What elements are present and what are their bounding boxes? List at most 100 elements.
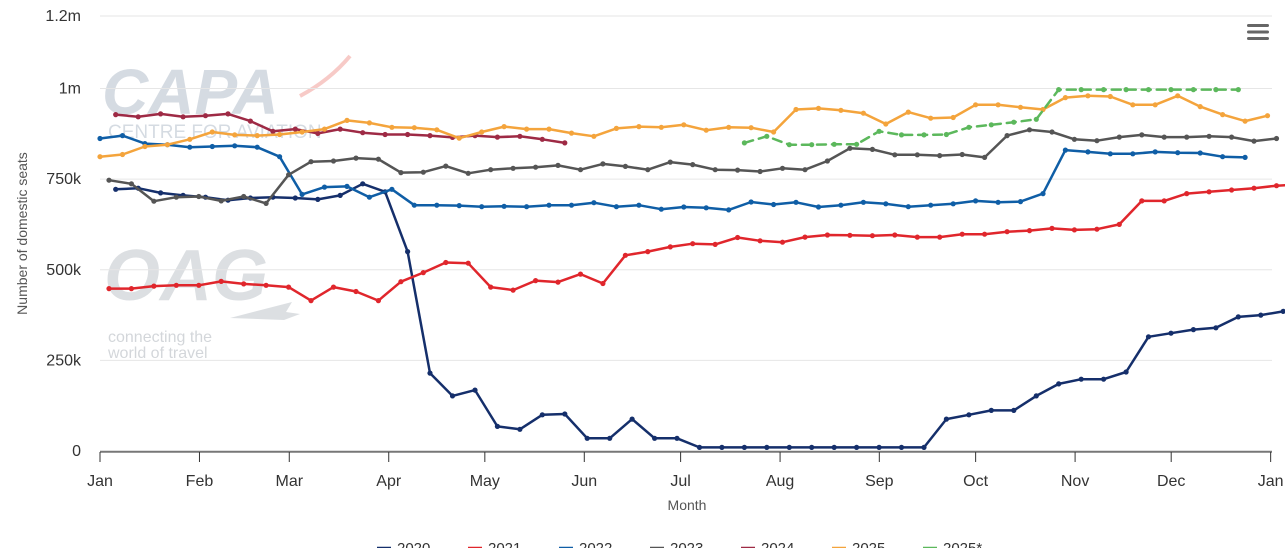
- data-point[interactable]: [286, 172, 292, 178]
- data-point[interactable]: [1242, 118, 1248, 124]
- data-point[interactable]: [196, 193, 202, 200]
- data-point[interactable]: [937, 153, 943, 159]
- data-point[interactable]: [173, 282, 179, 288]
- data-point[interactable]: [786, 142, 792, 148]
- data-point[interactable]: [748, 125, 754, 131]
- data-point[interactable]: [479, 129, 485, 135]
- data-point[interactable]: [106, 177, 112, 183]
- data-point[interactable]: [1078, 376, 1084, 382]
- data-point[interactable]: [1264, 113, 1271, 119]
- data-point[interactable]: [703, 205, 709, 211]
- data-point[interactable]: [1130, 151, 1136, 157]
- data-point[interactable]: [1026, 127, 1033, 133]
- legend-item[interactable]: 2021: [468, 540, 521, 548]
- data-point[interactable]: [690, 162, 696, 168]
- data-point[interactable]: [869, 146, 876, 152]
- data-point[interactable]: [524, 204, 530, 210]
- data-point[interactable]: [488, 284, 494, 290]
- data-point[interactable]: [838, 202, 844, 208]
- data-point[interactable]: [898, 132, 905, 138]
- data-point[interactable]: [928, 202, 934, 208]
- data-point[interactable]: [375, 156, 381, 162]
- data-point[interactable]: [533, 278, 539, 284]
- data-point[interactable]: [517, 426, 523, 432]
- data-point[interactable]: [1078, 87, 1084, 93]
- data-point[interactable]: [398, 279, 404, 285]
- data-point[interactable]: [164, 142, 170, 148]
- data-point[interactable]: [151, 198, 157, 204]
- data-point[interactable]: [119, 151, 126, 158]
- data-point[interactable]: [1213, 325, 1219, 331]
- data-point[interactable]: [764, 133, 770, 139]
- data-point[interactable]: [1101, 376, 1107, 382]
- data-point[interactable]: [1273, 183, 1280, 189]
- data-point[interactable]: [277, 154, 283, 160]
- data-point[interactable]: [247, 118, 253, 124]
- data-point[interactable]: [629, 416, 635, 422]
- data-point[interactable]: [555, 279, 561, 285]
- data-point[interactable]: [658, 206, 664, 212]
- data-point[interactable]: [809, 142, 815, 148]
- data-point[interactable]: [1242, 154, 1248, 160]
- data-point[interactable]: [1184, 191, 1190, 197]
- data-point[interactable]: [1161, 198, 1167, 204]
- data-point[interactable]: [456, 203, 462, 209]
- data-point[interactable]: [135, 114, 141, 120]
- data-point[interactable]: [315, 196, 321, 202]
- data-point[interactable]: [950, 114, 956, 121]
- data-point[interactable]: [824, 232, 831, 238]
- data-point[interactable]: [299, 129, 305, 135]
- data-point[interactable]: [97, 135, 103, 142]
- data-point[interactable]: [187, 136, 193, 142]
- data-point[interactable]: [225, 111, 231, 117]
- data-point[interactable]: [577, 271, 584, 277]
- data-point[interactable]: [1258, 312, 1264, 318]
- data-point[interactable]: [966, 412, 972, 418]
- data-point[interactable]: [546, 126, 552, 132]
- data-point[interactable]: [741, 444, 748, 450]
- data-point[interactable]: [488, 167, 494, 173]
- data-point[interactable]: [600, 280, 606, 287]
- data-point[interactable]: [405, 131, 411, 138]
- data-point[interactable]: [1116, 134, 1122, 140]
- data-point[interactable]: [943, 416, 950, 422]
- data-point[interactable]: [681, 204, 687, 210]
- data-point[interactable]: [113, 186, 119, 192]
- data-point[interactable]: [277, 131, 283, 138]
- data-point[interactable]: [128, 286, 134, 292]
- data-point[interactable]: [1071, 227, 1077, 233]
- data-point[interactable]: [591, 133, 597, 139]
- data-point[interactable]: [1017, 199, 1024, 205]
- data-point[interactable]: [128, 181, 134, 187]
- data-point[interactable]: [703, 127, 709, 133]
- data-point[interactable]: [831, 141, 837, 147]
- data-point[interactable]: [658, 124, 664, 130]
- data-point[interactable]: [591, 200, 597, 206]
- data-point[interactable]: [764, 444, 770, 450]
- data-point[interactable]: [232, 143, 238, 149]
- data-point[interactable]: [119, 133, 126, 139]
- data-point[interactable]: [757, 238, 763, 244]
- data-point[interactable]: [375, 298, 381, 304]
- data-point[interactable]: [366, 194, 372, 200]
- data-point[interactable]: [1011, 119, 1017, 125]
- data-point[interactable]: [613, 204, 620, 210]
- data-point[interactable]: [988, 407, 994, 413]
- data-point[interactable]: [719, 444, 725, 450]
- data-point[interactable]: [607, 435, 613, 441]
- data-point[interactable]: [876, 444, 882, 450]
- data-point[interactable]: [360, 130, 366, 136]
- data-point[interactable]: [771, 201, 777, 208]
- data-point[interactable]: [966, 124, 972, 130]
- data-point[interactable]: [1049, 225, 1055, 231]
- data-point[interactable]: [568, 202, 575, 208]
- data-point[interactable]: [1049, 129, 1055, 135]
- data-point[interactable]: [321, 126, 328, 132]
- legend-item[interactable]: 2020: [377, 540, 430, 548]
- data-point[interactable]: [389, 186, 395, 192]
- data-point[interactable]: [1056, 381, 1062, 387]
- data-point[interactable]: [465, 170, 471, 176]
- data-point[interactable]: [950, 201, 956, 207]
- data-point[interactable]: [995, 199, 1001, 205]
- data-point[interactable]: [937, 234, 943, 240]
